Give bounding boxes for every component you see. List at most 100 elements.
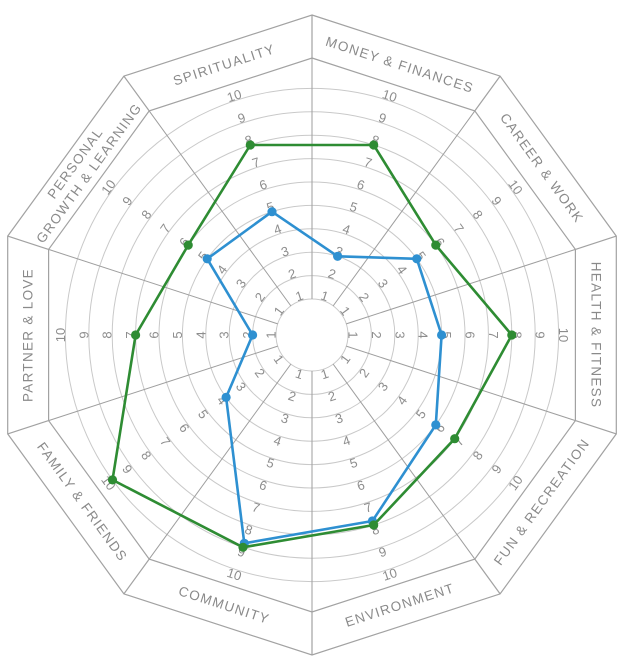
tick-label-fun-recreation-8: 8 <box>470 448 486 463</box>
tick-label-career-work-7: 7 <box>451 221 467 236</box>
tick-label-career-work-10: 10 <box>505 177 526 198</box>
tick-label-fun-recreation-1: 1 <box>337 352 353 367</box>
category-label-fun-recreation: FUN & RECREATION <box>491 436 593 568</box>
tick-label-partner-love-9: 9 <box>76 331 91 338</box>
tick-label-health-fitness-6: 6 <box>463 331 478 338</box>
tick-label-personal-growth-learning-10: 10 <box>98 177 119 198</box>
tick-label-fun-recreation-4: 4 <box>394 393 410 408</box>
tick-label-environment-8: 8 <box>370 522 382 539</box>
tick-label-environment-4: 4 <box>341 433 353 450</box>
tick-label-spirituality-2: 2 <box>286 266 298 283</box>
tick-label-community-9: 9 <box>236 544 248 561</box>
tick-label-career-work-9: 9 <box>488 194 504 209</box>
tick-label-personal-growth-learning-9: 9 <box>119 194 135 209</box>
tick-label-community-3: 3 <box>279 410 291 427</box>
axis-spoke <box>346 345 576 422</box>
category-label-text: CAREER & WORK <box>497 110 587 225</box>
series-green-point-environment <box>369 520 379 530</box>
axis-spoke <box>332 363 476 560</box>
category-label-spirituality: SPIRITUALITY <box>171 41 277 88</box>
series-green-point-health-fitness <box>507 330 517 340</box>
tick-label-career-work-3: 3 <box>375 276 391 291</box>
tick-label-spirituality-7: 7 <box>250 154 262 171</box>
series-green-point-career-work <box>431 240 441 250</box>
axis-spoke <box>346 248 576 325</box>
tick-label-environment-5: 5 <box>348 455 360 472</box>
tick-label-partner-love-5: 5 <box>170 331 185 338</box>
tick-label-health-fitness-2: 2 <box>369 331 384 338</box>
tick-label-community-1: 1 <box>294 366 306 383</box>
tick-label-family-friends-3: 3 <box>233 379 249 394</box>
tick-label-money-finances-7: 7 <box>362 154 374 171</box>
tick-label-spirituality-1: 1 <box>294 288 306 305</box>
tick-label-personal-growth-learning-7: 7 <box>157 221 173 236</box>
frame-vertex-connector <box>123 558 150 595</box>
tick-label-money-finances-8: 8 <box>370 132 382 149</box>
tick-label-community-8: 8 <box>243 522 255 539</box>
tick-label-environment-9: 9 <box>377 544 389 561</box>
tick-label-fun-recreation-2: 2 <box>356 366 372 381</box>
tick-label-community-10: 10 <box>225 565 243 584</box>
tick-label-personal-growth-learning-2: 2 <box>252 290 268 305</box>
tick-label-environment-3: 3 <box>333 410 345 427</box>
category-label-text: COMMUNITY <box>177 583 272 627</box>
tick-label-spirituality-5: 5 <box>265 199 277 216</box>
tick-label-environment-6: 6 <box>355 477 367 494</box>
category-label-community: COMMUNITY <box>177 583 272 627</box>
series-green-point-personal-growth-learning <box>183 240 193 250</box>
tick-label-career-work-4: 4 <box>394 262 410 277</box>
tick-label-health-fitness-7: 7 <box>486 331 501 338</box>
frame-vertex-connector <box>7 235 49 250</box>
axis-spoke <box>148 363 292 560</box>
series-green-point-community <box>238 542 248 552</box>
tick-label-fun-recreation-3: 3 <box>375 379 391 394</box>
tick-label-community-4: 4 <box>272 433 284 450</box>
tick-label-environment-1: 1 <box>319 366 331 383</box>
category-label-text: SPIRITUALITY <box>171 41 277 88</box>
tick-label-family-friends-2: 2 <box>252 366 268 381</box>
tick-label-health-fitness-5: 5 <box>439 331 454 338</box>
tick-label-money-finances-10: 10 <box>381 86 399 105</box>
frame-vertex-connector <box>474 75 501 112</box>
tick-label-environment-7: 7 <box>362 499 374 516</box>
tick-label-spirituality-3: 3 <box>279 243 291 260</box>
tick-label-partner-love-6: 6 <box>147 331 162 338</box>
tick-label-money-finances-6: 6 <box>355 176 367 193</box>
tick-label-family-friends-1: 1 <box>271 352 287 367</box>
tick-label-fun-recreation-5: 5 <box>413 407 429 422</box>
tick-label-money-finances-1: 1 <box>319 288 331 305</box>
grid-ring-1 <box>275 298 349 372</box>
tick-label-money-finances-3: 3 <box>333 243 345 260</box>
series-blue-point-fun-recreation <box>431 420 441 430</box>
tick-label-partner-love-2: 2 <box>240 331 255 338</box>
tick-label-health-fitness-3: 3 <box>392 331 407 338</box>
frame-vertex-connector <box>575 235 617 250</box>
frame-vertex-connector <box>575 420 617 435</box>
tick-label-family-friends-7: 7 <box>157 434 173 449</box>
tick-label-family-friends-6: 6 <box>176 421 192 436</box>
tick-label-health-fitness-9: 9 <box>533 331 548 338</box>
tick-label-partner-love-7: 7 <box>123 331 138 338</box>
tick-label-career-work-1: 1 <box>337 304 353 319</box>
category-label-environment: ENVIRONMENT <box>343 580 456 630</box>
tick-label-health-fitness-4: 4 <box>416 331 431 338</box>
tick-label-career-work-8: 8 <box>470 207 486 222</box>
frame-vertex-connector <box>474 558 501 595</box>
series-green-point-fun-recreation <box>450 434 460 444</box>
series-blue-point-family-friends <box>221 392 231 402</box>
series-blue-point-money-finances <box>333 251 343 261</box>
tick-label-spirituality-10: 10 <box>225 86 243 105</box>
series-green-point-money-finances <box>369 140 379 150</box>
tick-label-partner-love-3: 3 <box>217 331 232 338</box>
tick-label-family-friends-8: 8 <box>138 448 154 463</box>
axis-spoke <box>148 110 292 307</box>
tick-label-partner-love-4: 4 <box>193 331 208 338</box>
category-label-health-fitness: HEALTH & FITNESS <box>589 262 604 409</box>
tick-label-spirituality-4: 4 <box>272 221 284 238</box>
tick-label-health-fitness-1: 1 <box>346 331 361 338</box>
category-label-text: PARTNER & LOVE <box>21 268 36 402</box>
series-blue-point-partner-love <box>248 330 258 340</box>
